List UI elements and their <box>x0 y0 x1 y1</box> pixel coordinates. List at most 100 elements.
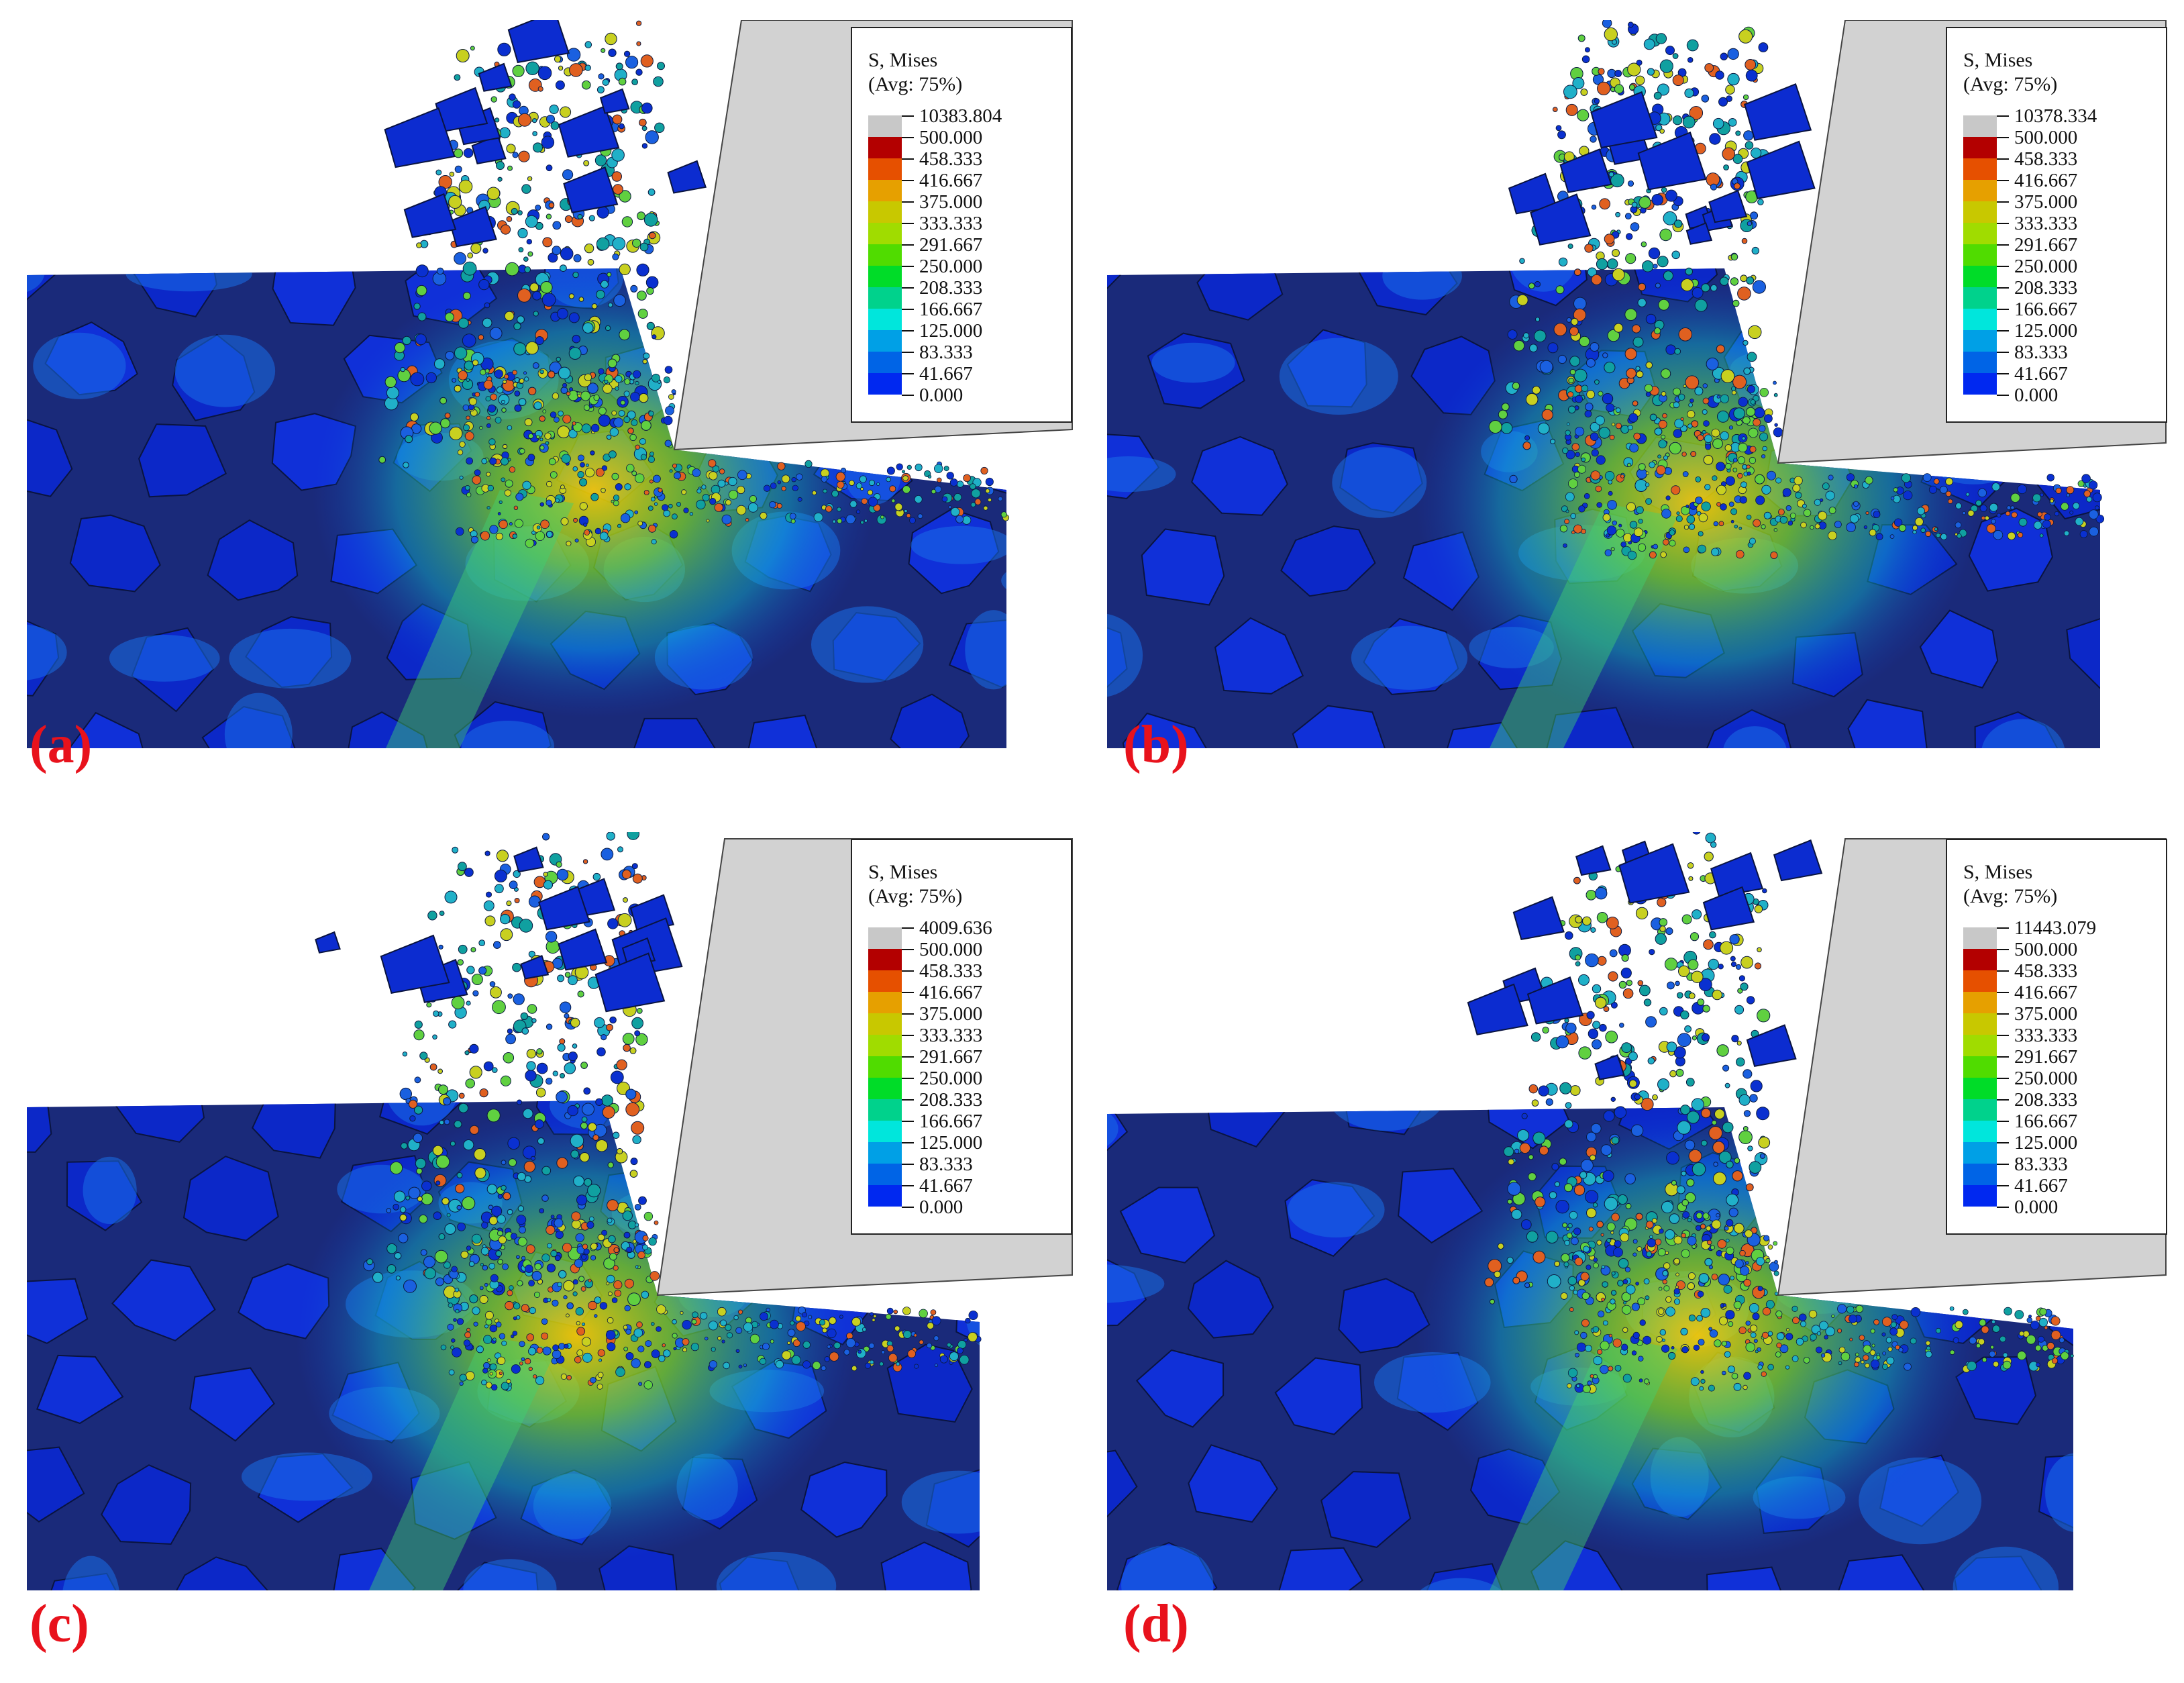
stress-patch <box>83 1156 137 1225</box>
grain <box>1292 705 1386 748</box>
legend-tick <box>902 1121 914 1122</box>
grain <box>2066 613 2100 690</box>
stress-patch <box>1038 711 1074 784</box>
grain <box>1017 537 1074 609</box>
legend-swatch <box>868 158 902 180</box>
legend-tick <box>1997 1035 2009 1036</box>
chip-debris <box>1488 20 2105 560</box>
legend-tick <box>902 1078 914 1079</box>
legend-value: 125.000 <box>2014 1132 2078 1154</box>
legend-tick <box>1997 201 2009 203</box>
stress-patch <box>125 268 252 292</box>
grain <box>1107 1449 1138 1525</box>
legend-swatch <box>868 309 902 330</box>
legend-tick <box>1997 180 2009 181</box>
legend-swatch <box>868 180 902 201</box>
legend-value: 208.333 <box>2014 1089 2078 1111</box>
legend-swatch <box>1963 992 1997 1013</box>
panel-b: S, Mises (Avg: 75%) 10378.334 500.000 458.33… <box>1107 20 2167 799</box>
legend-swatch <box>868 1035 902 1056</box>
legend-tick <box>902 180 914 181</box>
legend-swatch <box>1963 1142 1997 1164</box>
stress-patch <box>1121 1545 1214 1590</box>
legend-tick <box>902 309 914 310</box>
legend-tick <box>1997 1185 2009 1186</box>
stress-patch <box>1107 613 1143 698</box>
legend-value: 500.000 <box>919 127 983 148</box>
legend-value: 41.667 <box>919 1175 973 1196</box>
legend-swatch <box>868 1164 902 1185</box>
stress-patch <box>174 334 276 407</box>
legend-value: 4009.636 <box>919 917 992 939</box>
chip-debris <box>378 20 1010 548</box>
grain <box>101 1464 192 1545</box>
legend-tick <box>902 137 914 138</box>
grain <box>2104 1549 2167 1619</box>
stress-patch <box>1001 559 1006 602</box>
legend-swatch <box>868 949 902 970</box>
stress-patch <box>229 628 352 688</box>
grain <box>111 1259 216 1341</box>
panel-label: (a) <box>30 715 93 774</box>
stress-patch <box>811 606 924 683</box>
legend-value: 250.000 <box>919 256 983 277</box>
legend-tick <box>902 1207 914 1208</box>
legend-value: 333.333 <box>2014 213 2078 234</box>
legend-value: 291.667 <box>919 1046 983 1068</box>
stress-patch <box>1351 625 1468 690</box>
legend-tick <box>902 201 914 203</box>
stress-patch <box>1722 726 1787 748</box>
legend-tick <box>1997 1056 2009 1058</box>
legend-title: S, Mises <box>1963 49 2033 71</box>
legend-swatch <box>1963 1099 1997 1121</box>
legend-value: 375.000 <box>919 1003 983 1025</box>
legend-value: 125.000 <box>919 320 983 342</box>
stress-patch <box>1382 268 1463 300</box>
legend-swatch <box>868 266 902 287</box>
stress-patch <box>1279 338 1398 415</box>
legend-tick <box>902 949 914 950</box>
legend-tick <box>1997 949 2009 950</box>
stress-patch <box>1107 456 1176 493</box>
stress-legend: S, Mises (Avg: 75%) 10378.334 500.000 458.33… <box>1946 27 2167 423</box>
grain <box>207 519 299 601</box>
shear-band <box>1490 503 1677 748</box>
legend-swatch <box>1963 1164 1997 1185</box>
legend-value: 10378.334 <box>2014 105 2097 127</box>
stress-patch <box>27 268 45 294</box>
panel-label: (c) <box>30 1594 89 1653</box>
grain <box>36 1354 124 1425</box>
legend-swatch <box>1963 1121 1997 1142</box>
legend-value: 208.333 <box>919 1089 983 1111</box>
stress-patch <box>109 635 220 682</box>
legend-swatch <box>868 970 902 992</box>
legend-swatch <box>1963 137 1997 158</box>
grain <box>999 1549 1074 1627</box>
legend-swatch <box>868 201 902 223</box>
legend-value: 208.333 <box>2014 277 2078 299</box>
legend-value: 166.667 <box>2014 299 2078 320</box>
legend-tick <box>1997 1207 2009 1208</box>
legend-value: 83.333 <box>2014 1154 2068 1175</box>
legend-swatch <box>1963 158 1997 180</box>
grain <box>2113 718 2167 795</box>
stress-patch <box>463 1559 557 1590</box>
grain <box>1338 1278 1431 1354</box>
legend-tick <box>1997 970 2009 972</box>
stress-legend: S, Mises (Avg: 75%) 11443.079 500.000 458.33… <box>1946 839 2167 1235</box>
legend-tick <box>1997 992 2009 993</box>
legend-tick <box>902 927 914 929</box>
legend-swatch <box>1963 287 1997 309</box>
legend-swatch <box>1963 1056 1997 1078</box>
legend-value: 416.667 <box>2014 982 2078 1003</box>
stress-legend: S, Mises (Avg: 75%) 4009.636 500.000 458.333… <box>851 839 1072 1235</box>
legend-value: 0.000 <box>919 1196 964 1218</box>
legend-value: 375.000 <box>919 191 983 213</box>
grain <box>27 1278 89 1344</box>
legend-tick <box>1997 1099 2009 1101</box>
grain <box>138 423 227 498</box>
legend-swatch <box>1963 352 1997 373</box>
legend-swatch <box>1963 223 1997 244</box>
legend-swatch <box>1963 1035 1997 1056</box>
legend-subtitle: (Avg: 75%) <box>1963 73 2058 95</box>
